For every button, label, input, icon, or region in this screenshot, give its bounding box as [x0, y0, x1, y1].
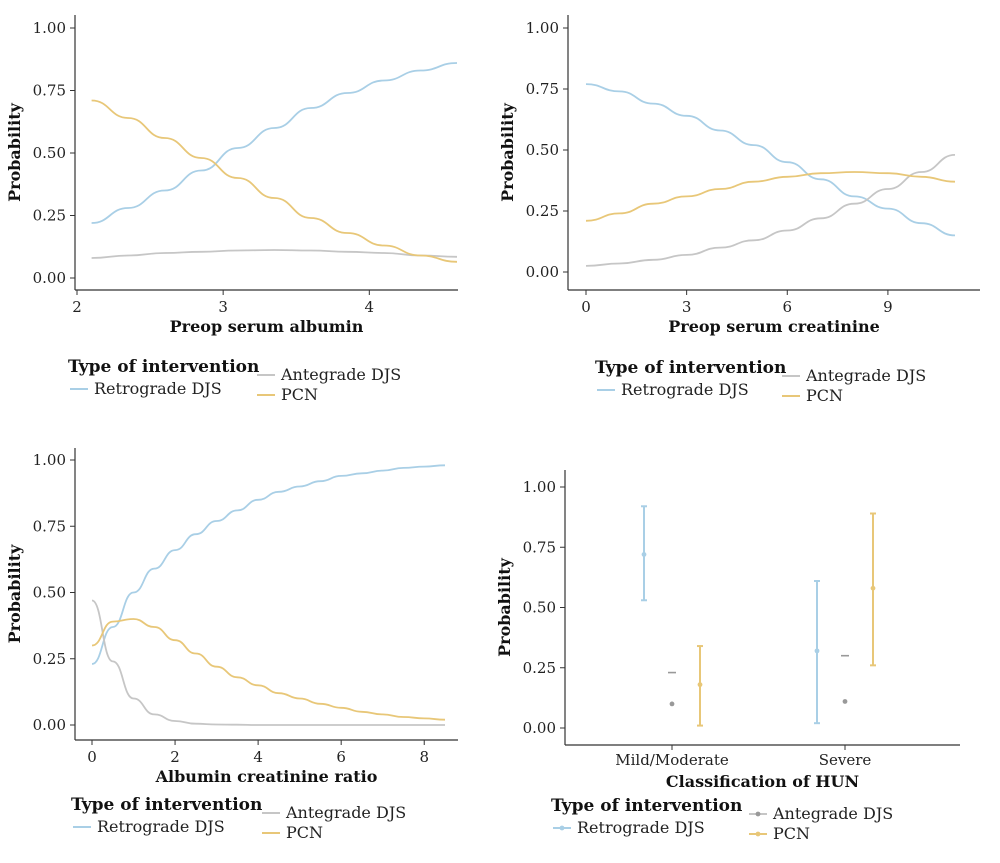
legend-title: Type of intervention [71, 795, 262, 815]
y-tick-label: 0.00 [33, 269, 66, 287]
y-tick-label: 0.25 [33, 650, 66, 668]
y-tick-label: 0.75 [33, 82, 66, 100]
y-tick-label: 1.00 [33, 451, 66, 469]
y-tick-label: 0.75 [526, 80, 559, 98]
series-line-pcn [585, 171, 956, 222]
legend-label: PCN [773, 824, 810, 843]
legend-label: Retrograde DJS [97, 817, 225, 836]
point-estimate [842, 699, 848, 704]
x-tick-label: Mild/Moderate [615, 751, 729, 769]
x-tick-label: 3 [682, 298, 692, 316]
x-tick-label: 4 [365, 298, 375, 316]
x-axis-title: Preop serum albumin [170, 317, 364, 336]
series-line-retrograde-djs [91, 62, 458, 224]
y-tick-label: 0.50 [33, 584, 66, 602]
x-tick-label: 9 [883, 298, 893, 316]
point-estimate [641, 552, 647, 557]
legend-key-point [755, 831, 761, 837]
x-tick-label: 8 [419, 748, 429, 766]
point-estimate [669, 701, 675, 707]
legend-label: Retrograde DJS [577, 818, 705, 837]
series-line-pcn [91, 99, 458, 263]
x-tick-label: 2 [170, 748, 180, 766]
panel-creatinine: 0.00 0.25 0.50 0.75 1.00 Probability Preop ser… [498, 15, 980, 405]
x-tick-label: 6 [336, 748, 346, 766]
legend-label: PCN [806, 386, 843, 405]
panel-hun: 0.00 0.25 0.50 0.75 1.00 Probability Classific… [495, 470, 960, 843]
y-axis-title: Probability [495, 557, 514, 657]
panel-ratio: 0.00 0.25 0.50 0.75 1.00 Probability Albumin c… [5, 448, 458, 842]
panel-albumin: 0.00 0.25 0.50 0.75 1.00 Probability Preop ser… [5, 15, 458, 404]
x-axis-title: Preop serum creatinine [668, 317, 880, 336]
y-axis-title: Probability [5, 102, 24, 202]
point-estimate [814, 648, 820, 654]
x-tick-label: 4 [253, 748, 263, 766]
legend-label: Antegrade DJS [805, 366, 926, 385]
legend-label: Antegrade DJS [285, 803, 406, 822]
legend-key-point [559, 825, 565, 831]
legend-key-point [755, 811, 761, 817]
legend-label: Antegrade DJS [772, 804, 893, 823]
legend: Type of intervention Retrograde DJS Antegr… [68, 357, 401, 404]
y-tick-label: 0.50 [523, 599, 556, 617]
series-line-antegrade-djs [91, 249, 458, 259]
legend: Type of intervention Retrograde DJS Antegr… [551, 796, 893, 843]
x-tick-label: 0 [87, 748, 97, 766]
x-tick-label: 2 [72, 298, 82, 316]
x-axis-title: Albumin creatinine ratio [155, 767, 378, 786]
legend-label: PCN [286, 823, 323, 842]
legend-label: Retrograde DJS [94, 379, 222, 398]
legend: Type of intervention Retrograde DJS Antegr… [595, 358, 926, 405]
point-estimate [870, 585, 876, 591]
y-tick-label: 1.00 [33, 19, 66, 37]
x-tick-label: 0 [581, 298, 591, 316]
x-tick-label: 6 [782, 298, 792, 316]
x-tick-label: 3 [218, 298, 228, 316]
y-tick-label: 0.50 [33, 144, 66, 162]
legend-title: Type of intervention [551, 796, 742, 816]
point-estimate [697, 682, 703, 688]
legend-label: Retrograde DJS [621, 380, 749, 399]
y-axis-title: Probability [498, 102, 517, 202]
series-line-antegrade-djs [91, 599, 445, 726]
series-line-antegrade-djs [585, 154, 956, 267]
y-tick-label: 0.50 [526, 141, 559, 159]
series-line-pcn [91, 618, 446, 721]
series-line-retrograde-djs [91, 464, 446, 665]
y-tick-label: 0.25 [523, 659, 556, 677]
legend-title: Type of intervention [595, 358, 786, 378]
y-tick-label: 1.00 [523, 478, 556, 496]
legend: Type of intervention Retrograde DJS Antegr… [71, 795, 406, 842]
y-tick-label: 0.00 [523, 719, 556, 737]
y-tick-label: 0.75 [523, 538, 556, 556]
y-tick-label: 1.00 [526, 19, 559, 37]
y-tick-label: 0.25 [526, 202, 559, 220]
x-axis-title: Classification of HUN [666, 772, 859, 791]
y-axis-title: Probability [5, 544, 24, 644]
y-tick-label: 0.25 [33, 207, 66, 225]
x-tick-label: Severe [819, 751, 872, 769]
series-line-retrograde-djs [585, 83, 956, 237]
y-tick-label: 0.00 [33, 716, 66, 734]
y-tick-label: 0.00 [526, 263, 559, 281]
legend-label: Antegrade DJS [280, 365, 401, 384]
legend-label: PCN [281, 385, 318, 404]
legend-title: Type of intervention [68, 357, 259, 377]
y-tick-label: 0.75 [33, 517, 66, 535]
